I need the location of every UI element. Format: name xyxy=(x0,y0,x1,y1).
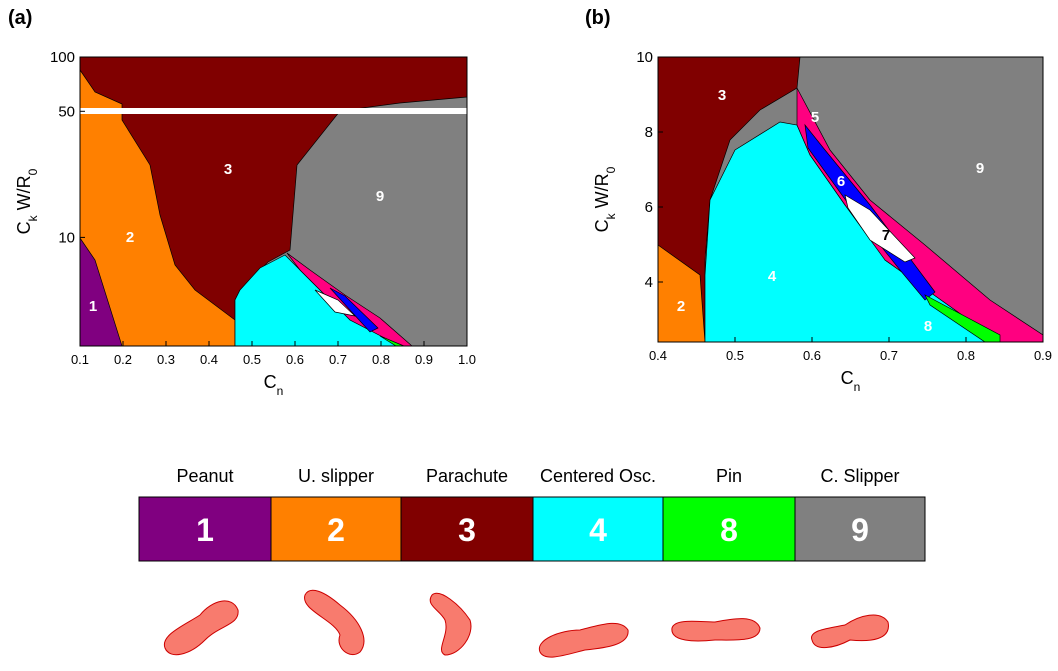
x-tick-label: 0.9 xyxy=(415,352,433,367)
y-tick-label: 6 xyxy=(645,199,653,216)
y-label-part: C xyxy=(592,219,612,232)
region-label: 9 xyxy=(376,188,384,205)
y-axis-label: Ck W/R0 xyxy=(14,168,40,234)
legend-name: U. slipper xyxy=(298,466,374,486)
x-axis-label: Cn xyxy=(264,372,284,398)
shape-icons xyxy=(163,589,889,658)
plot-frame xyxy=(657,56,1044,343)
region-label: 3 xyxy=(224,161,232,178)
y-tick-label: 10 xyxy=(58,229,75,246)
x-tick-label: 0.6 xyxy=(286,352,304,367)
legend-swatch xyxy=(400,496,534,562)
legend-swatch xyxy=(794,496,926,562)
region-label: 5 xyxy=(811,109,819,126)
legend-swatch xyxy=(662,496,796,562)
legend-number: 2 xyxy=(327,512,345,548)
x-tick-label: 0.5 xyxy=(243,352,261,367)
x-label-part: C xyxy=(841,368,854,388)
region-label: 2 xyxy=(677,298,685,315)
x-tick-label: 1.0 xyxy=(458,352,476,367)
y-label-part: 0 xyxy=(26,168,40,175)
region-label: 2 xyxy=(126,229,134,246)
y-label-part: C xyxy=(14,221,34,234)
region-label: 9 xyxy=(976,160,984,177)
x-tick-label: 0.3 xyxy=(157,352,175,367)
x-label-part: n xyxy=(854,380,861,394)
y-label-part: k xyxy=(26,214,40,221)
region-label: 1 xyxy=(89,298,97,315)
legend-number: 3 xyxy=(458,512,476,548)
y-label-part: 0 xyxy=(604,166,618,173)
legend-number: 4 xyxy=(589,512,607,548)
legend-swatch xyxy=(138,496,272,562)
panel-label: (b) xyxy=(585,7,611,29)
region-label: 3 xyxy=(718,87,726,104)
y-axis-label: Ck W/R0 xyxy=(592,166,618,232)
x-tick-label: 0.4 xyxy=(200,352,218,367)
plot-frame xyxy=(79,56,468,347)
legend-number: 9 xyxy=(851,512,869,548)
region-label: 7 xyxy=(882,227,890,244)
x-axis-label: Cn xyxy=(841,368,861,394)
x-tick-label: 0.8 xyxy=(372,352,390,367)
legend-name: C. Slipper xyxy=(820,466,899,486)
y-tick-label: 8 xyxy=(645,124,653,141)
x-tick-label: 0.7 xyxy=(329,352,347,367)
x-tick-label: 0.5 xyxy=(726,348,744,363)
x-label-part: n xyxy=(277,384,284,398)
panel-a-regions xyxy=(76,56,472,347)
region-label: 8 xyxy=(924,318,932,335)
legend-name: Peanut xyxy=(176,466,233,486)
panel-b-regions xyxy=(657,56,1044,343)
x-tick-label: 0.8 xyxy=(957,348,975,363)
x-tick-label: 0.6 xyxy=(803,348,821,363)
legend-number: 8 xyxy=(720,512,738,548)
legend-number: 1 xyxy=(196,512,214,548)
legend-name: Pin xyxy=(716,466,742,486)
x-tick-label: 0.9 xyxy=(1034,348,1052,363)
y-label-part: W/R xyxy=(592,173,612,213)
y-tick-label: 10 xyxy=(636,49,653,66)
y-label-part: k xyxy=(604,212,618,219)
legend-swatch xyxy=(270,496,402,562)
y-label-part: W/R xyxy=(14,175,34,215)
y-tick-label: 100 xyxy=(50,49,75,66)
x-label-part: C xyxy=(264,372,277,392)
legend-name: Centered Osc. xyxy=(540,466,656,486)
x-tick-label: 0.2 xyxy=(114,352,132,367)
panel-label: (a) xyxy=(8,7,32,29)
region-label: 4 xyxy=(768,268,777,285)
axes: 0.1 0.2 0.3 0.4 0.5 0.6 0.7 0.8 0.9 1.01050100(a)… xyxy=(8,7,1052,398)
y-tick-label: 4 xyxy=(645,274,653,291)
x-tick-label: 0.4 xyxy=(649,348,667,363)
legend-name: Parachute xyxy=(426,466,508,486)
x-tick-label: 0.7 xyxy=(880,348,898,363)
y-tick-label: 50 xyxy=(58,103,75,120)
x-tick-label: 0.1 xyxy=(71,352,89,367)
region-label: 6 xyxy=(837,173,845,190)
